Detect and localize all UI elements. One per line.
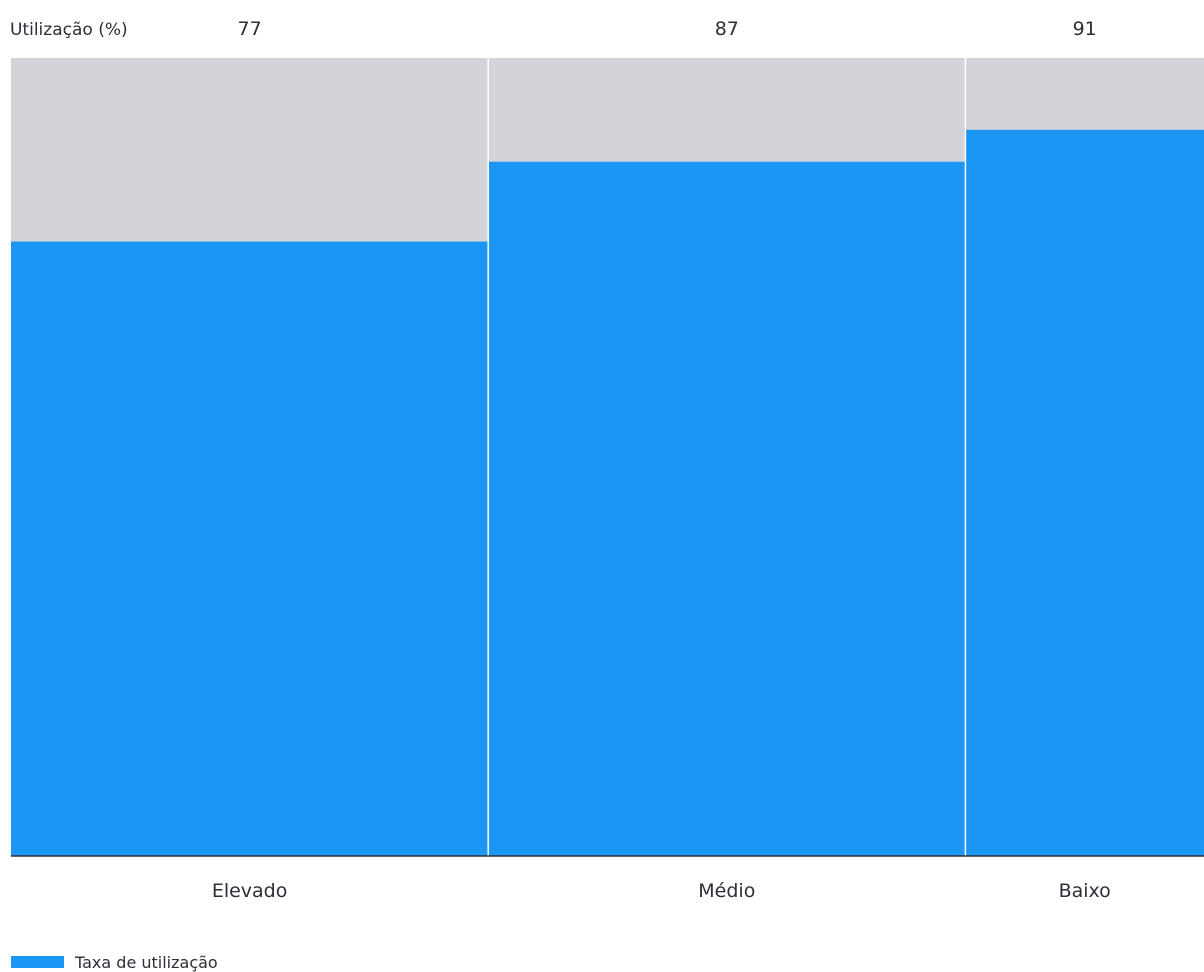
value-label-medio: 87 [715, 18, 739, 40]
value-label-elevado: 77 [238, 18, 262, 40]
category-labels-group: Elevado Médio Baixo [212, 880, 1111, 902]
y-axis-label: Utilização (%) [10, 20, 128, 40]
category-label-baixo: Baixo [1059, 880, 1111, 902]
category-label-medio: Médio [698, 880, 755, 902]
bar-medio [488, 161, 966, 857]
bars-group [11, 58, 1204, 857]
value-labels-group: 77 87 91 [238, 18, 1097, 40]
value-label-baixo: 91 [1073, 18, 1097, 40]
legend: Taxa de utilização [11, 953, 218, 972]
bar-baixo [965, 129, 1204, 856]
category-label-elevado: Elevado [212, 880, 288, 902]
legend-swatch [11, 956, 64, 968]
bar-elevado [11, 241, 489, 857]
legend-label: Taxa de utilização [74, 953, 218, 972]
